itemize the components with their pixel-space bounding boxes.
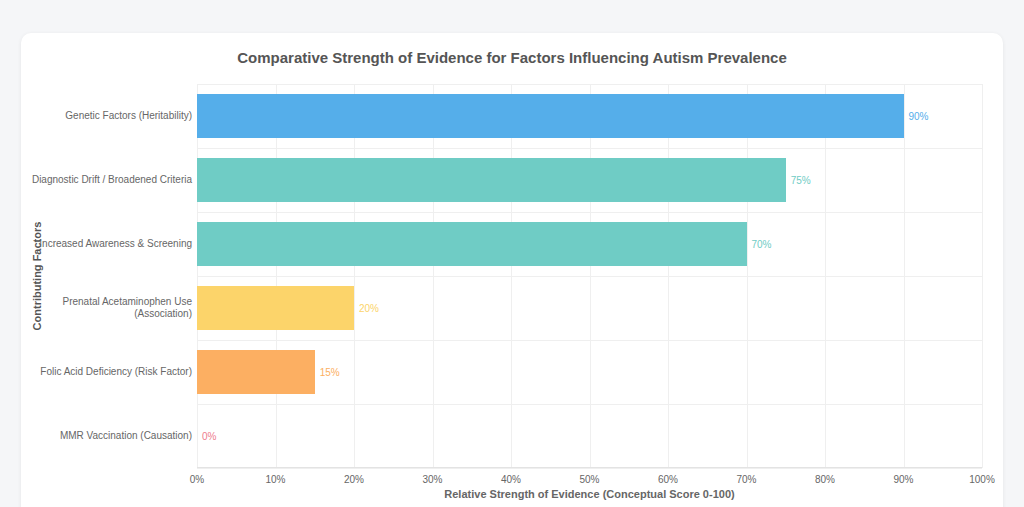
plot-area: 90% 75% 70% 20% 15% 0% [197,84,982,468]
gridline-vertical [982,84,983,468]
x-tick-label: 10% [265,474,285,485]
x-tick-label: 90% [893,474,913,485]
bar-value-label: 15% [320,340,340,404]
x-tick-label: 50% [579,474,599,485]
bar [197,158,786,202]
bar-value-label: 75% [791,148,811,212]
y-tick-label: Folic Acid Deficiency (Risk Factor) [31,340,192,404]
x-tick-label: 80% [815,474,835,485]
bar [197,222,747,266]
gridline-horizontal [197,340,982,341]
chart-card: Comparative Strength of Evidence for Fac… [21,33,1003,507]
x-axis-line [197,467,982,468]
y-tick-label: MMR Vaccination (Causation) [31,404,192,468]
bar [197,350,315,394]
bar-value-label: 20% [359,276,379,340]
y-tick-label: Genetic Factors (Heritability) [31,84,192,148]
bar-value-label: 90% [909,84,929,148]
y-tick-label: Diagnostic Drift / Broadened Criteria [31,148,192,212]
gridline-horizontal [197,212,982,213]
chart-title: Comparative Strength of Evidence for Fac… [21,49,1003,66]
x-tick-label: 40% [501,474,521,485]
x-tick-label: 0% [190,474,204,485]
x-tick-label: 30% [422,474,442,485]
x-tick-label: 70% [736,474,756,485]
y-tick-label: Prenatal Acetaminophen Use (Association) [31,276,192,340]
x-tick-label: 100% [969,474,995,485]
page-background: Comparative Strength of Evidence for Fac… [0,0,1024,507]
gridline-horizontal [197,148,982,149]
x-tick-label: 60% [658,474,678,485]
bar [197,94,904,138]
x-axis-title: Relative Strength of Evidence (Conceptua… [197,488,982,500]
gridline-horizontal [197,84,982,85]
gridline-horizontal [197,404,982,405]
bar-value-label: 0% [202,404,216,468]
gridline-horizontal [197,468,982,469]
y-tick-label: Increased Awareness & Screening [31,212,192,276]
gridline-horizontal [197,276,982,277]
bar-value-label: 70% [752,212,772,276]
x-tick-label: 20% [344,474,364,485]
bar [197,286,354,330]
